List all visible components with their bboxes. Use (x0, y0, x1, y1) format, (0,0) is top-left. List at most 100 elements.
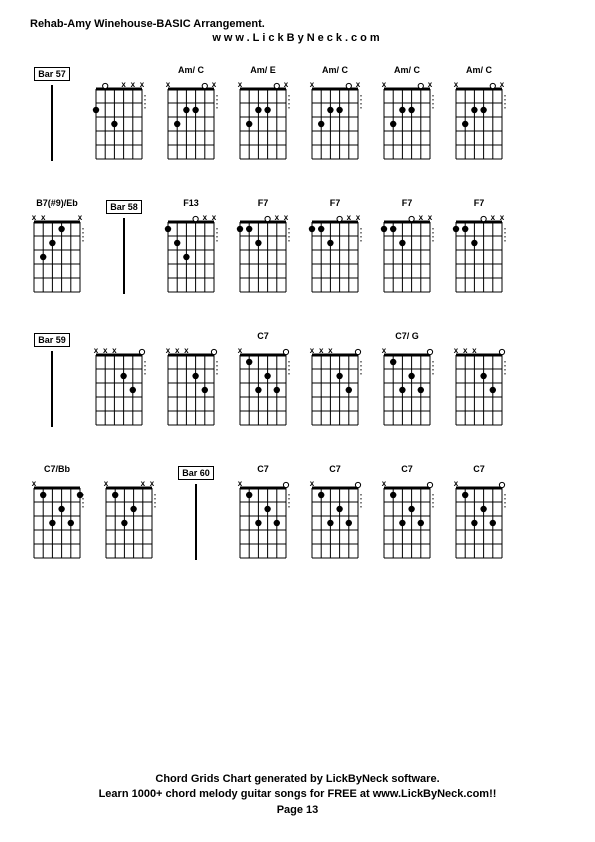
svg-text:x: x (275, 214, 280, 222)
chord-name: Am/ C (308, 65, 362, 79)
chord-diagram: F7 xx (380, 198, 434, 294)
chord-grid: x (236, 347, 290, 427)
chord-rows: Bar 57xxxAm/ CxxAm/ ExxAm/ CxxAm/ CxxAm/… (30, 56, 565, 560)
chord-name: F7 (308, 198, 362, 212)
chord-diagram: C7/ G x (380, 331, 434, 427)
svg-text:x: x (238, 347, 243, 355)
svg-text:x: x (382, 347, 387, 355)
chord-name: F7 (236, 198, 290, 212)
chord-diagram: Am/ Exx (236, 65, 290, 161)
chord-diagram: F7 xx (452, 198, 506, 294)
chord-grid: xx (380, 214, 434, 294)
chord-name (92, 331, 146, 345)
chord-diagram: F7 xx (308, 198, 362, 294)
svg-text:x: x (310, 347, 315, 355)
chord-grid: xx (236, 214, 290, 294)
svg-text:x: x (419, 214, 424, 222)
svg-text:x: x (41, 214, 46, 222)
bar-line (195, 484, 197, 560)
svg-text:x: x (238, 480, 243, 488)
bar-label: Bar 60 (178, 466, 214, 480)
chord-grid: x (30, 480, 84, 560)
chord-diagram: B7(#9)/Ebxxx (30, 198, 84, 294)
svg-text:x: x (284, 214, 289, 222)
chord-grid: xx (452, 214, 506, 294)
bar-label: Bar 58 (106, 200, 142, 214)
svg-text:x: x (78, 214, 83, 222)
chord-grid: x (452, 480, 506, 560)
chord-diagram: C7 x (308, 464, 362, 560)
chord-name (452, 331, 506, 345)
footer-line-2: Learn 1000+ chord melody guitar songs fo… (0, 787, 595, 802)
chord-grid: xxx (30, 214, 84, 294)
svg-text:x: x (454, 480, 459, 488)
chord-diagram: xxx (102, 464, 156, 560)
header: Rehab-Amy Winehouse-BASIC Arrangement. w… (30, 18, 565, 44)
svg-text:x: x (310, 81, 315, 89)
chord-diagram: Am/ Cxx (164, 65, 218, 161)
page-title: Rehab-Amy Winehouse-BASIC Arrangement. (30, 18, 565, 30)
svg-text:x: x (382, 81, 387, 89)
svg-text:x: x (310, 480, 315, 488)
chord-name: F7 (380, 198, 434, 212)
svg-text:x: x (382, 480, 387, 488)
chord-diagram: Am/ Cxx (380, 65, 434, 161)
chord-grid: xxx (92, 347, 146, 427)
svg-text:x: x (454, 81, 459, 89)
svg-text:x: x (140, 81, 145, 89)
chord-grid: xx (308, 214, 362, 294)
chord-grid: xxx (452, 347, 506, 427)
chord-name: C7 (308, 464, 362, 478)
chord-grid: xx (452, 81, 506, 161)
chord-diagram: xxx (164, 331, 218, 427)
svg-text:x: x (284, 81, 289, 89)
chord-name (92, 65, 146, 79)
chord-diagram: xxx (92, 331, 146, 427)
chord-diagram: xxx (308, 331, 362, 427)
chord-name: F13 (164, 198, 218, 212)
svg-text:x: x (428, 214, 433, 222)
chord-diagram: F7 xx (236, 198, 290, 294)
chord-grid: x (308, 480, 362, 560)
bar-line (51, 85, 53, 161)
svg-text:x: x (166, 81, 171, 89)
chord-grid: xx (164, 81, 218, 161)
chord-name: Am/ C (164, 65, 218, 79)
chord-grid: xx (164, 214, 218, 294)
svg-text:x: x (463, 347, 468, 355)
bar-divider: Bar 59 (30, 333, 74, 427)
chord-grid: xxx (164, 347, 218, 427)
chord-row: Bar 59xxxxxxC7xxxxC7/ Gxxxx (30, 322, 565, 427)
chord-diagram: F13 xx (164, 198, 218, 294)
svg-text:x: x (356, 81, 361, 89)
chord-grid: x (236, 480, 290, 560)
chord-grid: xxx (308, 347, 362, 427)
svg-text:x: x (212, 81, 217, 89)
chord-name: Am/ C (452, 65, 506, 79)
chord-diagram: xxx (92, 65, 146, 161)
chord-diagram: C7x (236, 331, 290, 427)
page-subtitle: www.LickByNeck.com (30, 32, 565, 44)
chord-name: C7 (452, 464, 506, 478)
chord-name: Am/ E (236, 65, 290, 79)
bar-label: Bar 59 (34, 333, 70, 347)
chord-name: F7 (452, 198, 506, 212)
chord-diagram: xxx (452, 331, 506, 427)
chord-diagram: Am/ Cxx (308, 65, 362, 161)
svg-text:x: x (104, 480, 109, 488)
chord-name: B7(#9)/Eb (30, 198, 84, 212)
bar-divider: Bar 60 (174, 466, 218, 560)
chord-name: C7/ G (380, 331, 434, 345)
svg-text:x: x (203, 214, 208, 222)
svg-text:x: x (500, 214, 505, 222)
chord-name: C7 (236, 464, 290, 478)
svg-text:x: x (347, 214, 352, 222)
chord-grid: xx (308, 81, 362, 161)
svg-text:x: x (184, 347, 189, 355)
svg-text:x: x (454, 347, 459, 355)
chord-grid: xx (380, 81, 434, 161)
chord-diagram: C7 x (236, 464, 290, 560)
svg-text:x: x (472, 347, 477, 355)
chord-diagram: C7x (380, 464, 434, 560)
chord-grid: xxx (92, 81, 146, 161)
